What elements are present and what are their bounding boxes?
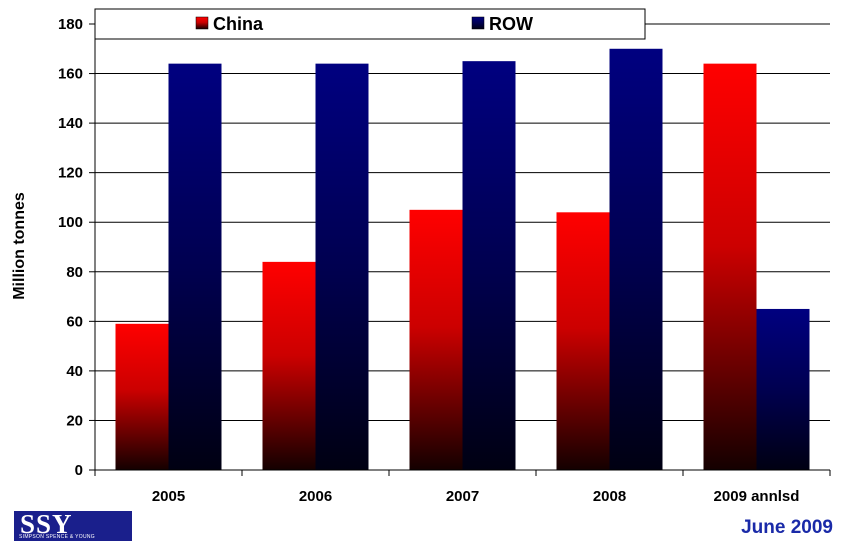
bar-china-2009-annlsd xyxy=(703,63,757,471)
legend-swatch-row xyxy=(471,16,485,30)
bar-china-2008 xyxy=(556,212,610,471)
legend-label-row: ROW xyxy=(489,14,533,34)
bar-row-2005 xyxy=(168,63,222,471)
y-tick-label: 20 xyxy=(66,412,83,429)
y-tick-label: 180 xyxy=(58,16,83,33)
ssy-logo: SSY SIMPSON SPENCE & YOUNG xyxy=(14,511,132,541)
y-tick-label: 120 xyxy=(58,165,83,182)
legend-label-china: China xyxy=(213,14,264,34)
y-tick-label: 60 xyxy=(66,313,83,330)
y-axis-title: Million tonnes xyxy=(11,192,28,300)
y-tick-label: 100 xyxy=(58,214,83,231)
legend-box xyxy=(94,8,646,40)
report-date: June 2009 xyxy=(741,517,833,538)
logo-subtext: SIMPSON SPENCE & YOUNG xyxy=(19,534,95,540)
y-tick-label: 0 xyxy=(75,462,83,479)
y-tick-label: 160 xyxy=(58,66,83,83)
bar-row-2006 xyxy=(315,63,369,471)
x-category-labels: 2005 2006 2007 2008 2009 annlsd xyxy=(152,488,800,505)
bar-row-2008 xyxy=(609,48,663,471)
bar-china-2006 xyxy=(262,261,316,470)
y-tick-labels: 0 20 40 60 80 100 120 140 160 180 xyxy=(58,16,95,479)
x-category-label: 2008 xyxy=(593,488,626,505)
bars xyxy=(115,48,810,471)
x-category-label: 2007 xyxy=(446,488,479,505)
x-category-label: 2005 xyxy=(152,488,185,505)
x-category-label: 2006 xyxy=(299,488,332,505)
legend: China ROW xyxy=(94,8,646,40)
y-tick-label: 80 xyxy=(66,264,83,281)
bar-china-2005 xyxy=(115,323,169,470)
logo-text: SSY xyxy=(20,511,73,539)
axes xyxy=(94,24,831,476)
x-category-label: 2009 annlsd xyxy=(714,488,800,505)
bar-china-2007 xyxy=(409,209,463,471)
bar-row-2007 xyxy=(462,61,516,471)
bar-row-2009-annlsd xyxy=(756,308,810,470)
y-tick-label: 40 xyxy=(66,363,83,380)
y-tick-label: 140 xyxy=(58,115,83,132)
legend-swatch-china xyxy=(195,16,209,30)
